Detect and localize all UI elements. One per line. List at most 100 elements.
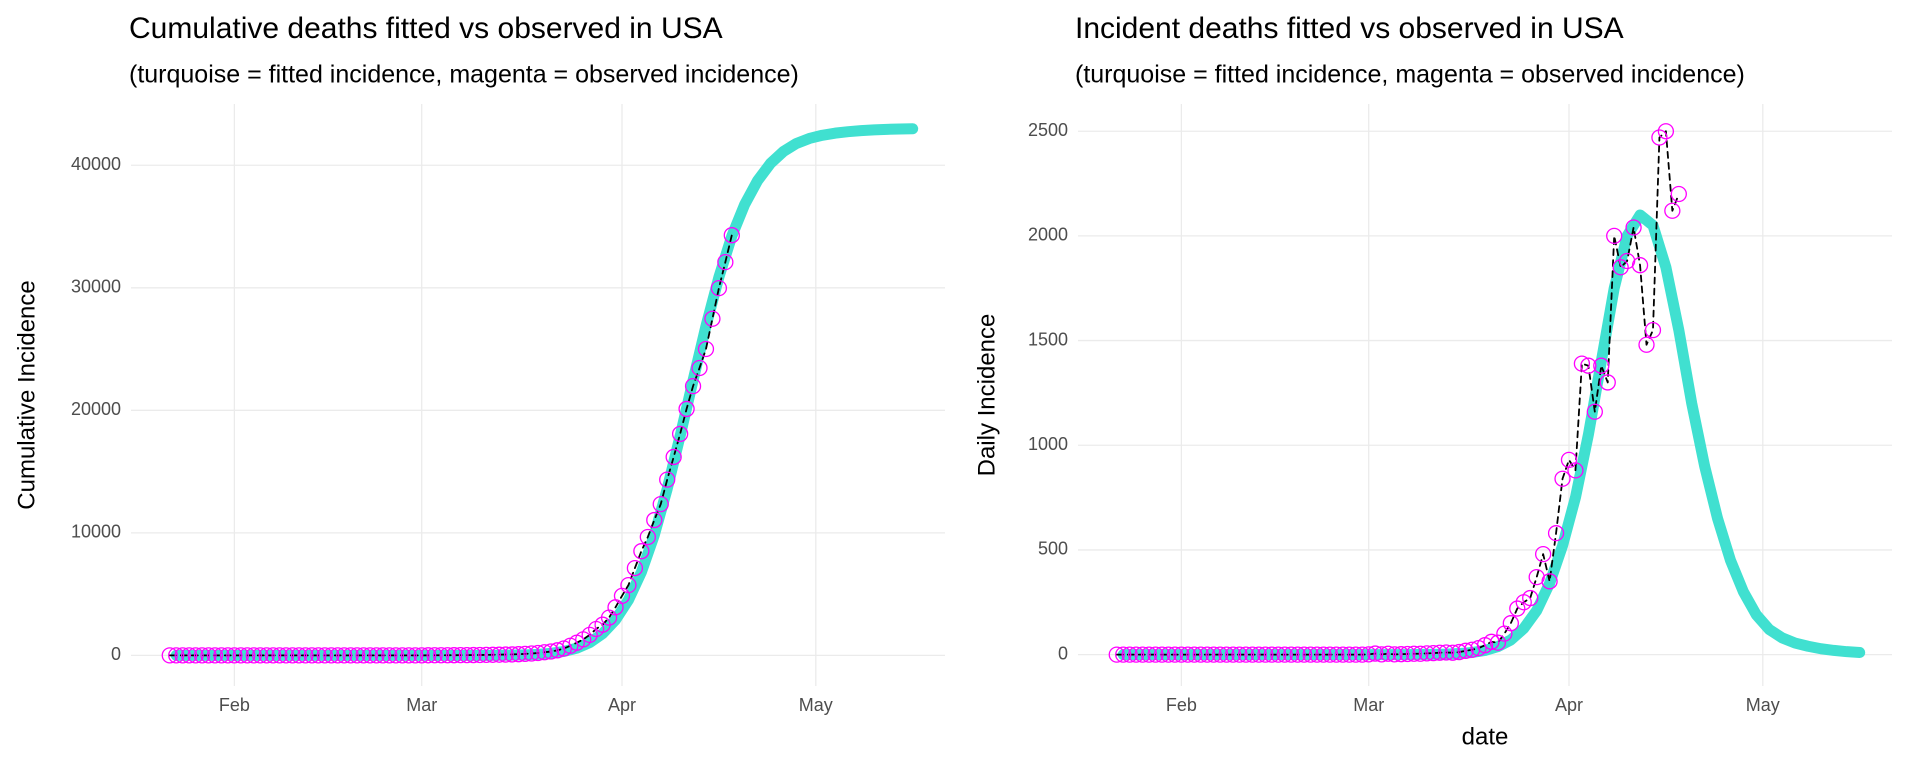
observed-point bbox=[646, 511, 663, 529]
observed-point bbox=[1489, 634, 1507, 651]
observed-point bbox=[1341, 646, 1358, 663]
x-tick-label: Feb bbox=[219, 695, 250, 715]
observed-point bbox=[1606, 227, 1623, 245]
observed-point bbox=[213, 647, 230, 664]
observed-point bbox=[310, 647, 327, 664]
y-tick-label: 30000 bbox=[71, 277, 121, 297]
observed-point bbox=[717, 253, 734, 271]
observed-point bbox=[1127, 646, 1145, 663]
observed-point bbox=[1399, 645, 1416, 663]
observed-point bbox=[239, 647, 256, 664]
observed-point bbox=[200, 647, 217, 664]
observed-point bbox=[245, 647, 262, 664]
observed-point bbox=[1392, 646, 1410, 663]
x-tick-label: Mar bbox=[1353, 695, 1384, 715]
observed-point bbox=[1599, 374, 1616, 391]
x-tick-label: Apr bbox=[608, 695, 636, 715]
observed-point bbox=[323, 647, 340, 664]
observed-point bbox=[1554, 470, 1571, 487]
observed-point bbox=[684, 377, 702, 395]
observed-point bbox=[219, 647, 237, 664]
observed-point bbox=[361, 647, 379, 664]
observed-point bbox=[1231, 646, 1248, 663]
plot-panel: 0 10000 20000 30000 40000 Feb Mar Apr May bbox=[71, 104, 945, 715]
observed-point bbox=[193, 647, 211, 664]
observed-point bbox=[439, 647, 456, 664]
y-axis-title: Cumulative Incidence bbox=[13, 280, 40, 509]
observed-point bbox=[478, 646, 495, 664]
observed-point bbox=[1670, 185, 1687, 203]
observed-point bbox=[1244, 646, 1261, 663]
y-tick-label: 40000 bbox=[71, 154, 121, 174]
x-tick-label: Apr bbox=[1555, 695, 1583, 715]
observed-point bbox=[1541, 573, 1558, 590]
observed-point bbox=[1211, 646, 1229, 663]
observed-point bbox=[1573, 355, 1591, 372]
observed-point bbox=[652, 495, 669, 513]
observed-point bbox=[1502, 615, 1519, 632]
observed-point bbox=[1250, 646, 1268, 663]
observed-point bbox=[1166, 646, 1184, 663]
observed-point bbox=[180, 647, 198, 664]
observed-point bbox=[206, 647, 224, 664]
observed-point bbox=[1412, 645, 1429, 662]
observed-point bbox=[264, 647, 282, 664]
observed-point bbox=[678, 400, 695, 418]
x-tick-label: Mar bbox=[406, 695, 437, 715]
observed-point bbox=[316, 647, 333, 664]
observed-point bbox=[1631, 257, 1649, 274]
observed-point bbox=[445, 647, 463, 664]
observed-point bbox=[626, 559, 644, 577]
observed-point bbox=[523, 645, 540, 662]
observed-point bbox=[161, 647, 178, 664]
observed-point bbox=[1153, 646, 1171, 663]
observed-point bbox=[407, 647, 424, 664]
observed-point bbox=[1580, 357, 1597, 374]
observed-point bbox=[536, 644, 553, 661]
observed-point bbox=[252, 647, 269, 664]
observed-point bbox=[303, 647, 321, 664]
fitted-line bbox=[170, 123, 919, 661]
observed-point bbox=[336, 647, 353, 664]
observed-point bbox=[452, 647, 469, 664]
x-tick-label: May bbox=[799, 695, 833, 715]
x-tick-label: Feb bbox=[1166, 695, 1197, 715]
observed-point bbox=[355, 647, 372, 664]
observed-point bbox=[426, 647, 443, 664]
observed-point bbox=[1438, 644, 1455, 661]
observed-point bbox=[1651, 129, 1668, 146]
observed-point bbox=[1289, 646, 1306, 663]
observed-point bbox=[1664, 202, 1681, 219]
chart-subtitle: (turquoise = fitted incidence, magenta =… bbox=[1075, 61, 1745, 89]
observed-point bbox=[516, 645, 534, 663]
observed-point bbox=[639, 528, 656, 546]
fitted-line bbox=[1117, 209, 1866, 661]
observed-point bbox=[1528, 568, 1545, 586]
observed-point bbox=[510, 646, 527, 663]
observed-point bbox=[432, 647, 450, 664]
y-tick-label: 0 bbox=[1058, 643, 1068, 663]
observed-point bbox=[1199, 646, 1216, 663]
chart-subtitle: (turquoise = fitted incidence, magenta =… bbox=[129, 61, 799, 89]
plot-panel: 0 500 1000 1500 2000 2500 Feb Mar Apr May bbox=[1028, 104, 1892, 715]
observed-line bbox=[168, 234, 733, 657]
observed-point bbox=[1360, 646, 1377, 663]
observed-point bbox=[381, 647, 398, 664]
observed-point bbox=[484, 646, 501, 663]
observed-point bbox=[723, 227, 740, 244]
observed-point bbox=[1192, 646, 1209, 663]
observed-point bbox=[1179, 646, 1196, 663]
y-tick-label: 1000 bbox=[1028, 434, 1068, 454]
observed-point bbox=[1347, 646, 1364, 663]
observed-point bbox=[1418, 645, 1436, 662]
observed-point bbox=[1115, 646, 1132, 663]
observed-point bbox=[542, 643, 560, 660]
observed-point bbox=[1509, 600, 1526, 617]
observed-point bbox=[277, 647, 295, 664]
observed-point bbox=[1534, 545, 1552, 563]
observed-point bbox=[581, 626, 598, 644]
observed-point bbox=[174, 647, 191, 664]
observed-point bbox=[1593, 357, 1610, 374]
observed-point bbox=[1302, 646, 1319, 663]
